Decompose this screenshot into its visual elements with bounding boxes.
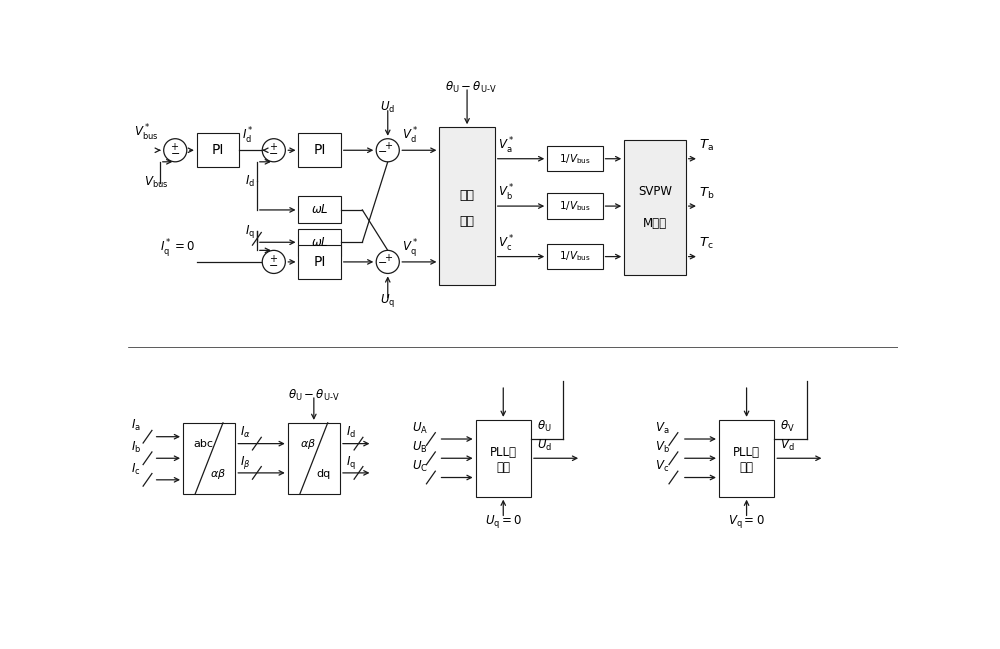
Text: $U_{\rm q}=0$: $U_{\rm q}=0$ [485, 513, 522, 530]
Text: $V_{\rm b}^*$: $V_{\rm b}^*$ [498, 183, 514, 203]
Text: $\omega L$: $\omega L$ [311, 203, 328, 216]
Circle shape [262, 251, 285, 273]
Text: $V_{\rm bus}^*$: $V_{\rm bus}^*$ [134, 123, 158, 143]
Text: $\theta_{\rm U}-\theta_{\rm U\text{-}V}$: $\theta_{\rm U}-\theta_{\rm U\text{-}V}$ [288, 387, 340, 402]
Text: $V_{\rm q}=0$: $V_{\rm q}=0$ [728, 513, 765, 530]
Text: +: + [269, 142, 277, 152]
Text: +: + [384, 253, 392, 263]
Text: $I_{\rm q}$: $I_{\rm q}$ [245, 223, 255, 239]
Text: $V_{\rm a}$: $V_{\rm a}$ [655, 421, 669, 435]
Text: −: − [378, 258, 387, 269]
Text: $T_{\rm c}$: $T_{\rm c}$ [699, 236, 713, 251]
Text: $V_{\rm b}$: $V_{\rm b}$ [655, 440, 670, 455]
Text: $\omega L$: $\omega L$ [311, 236, 328, 249]
Text: $U_{\rm A}$: $U_{\rm A}$ [412, 421, 429, 435]
Text: $V_{\rm bus}$: $V_{\rm bus}$ [144, 175, 169, 190]
Text: $U_{\rm d}$: $U_{\rm d}$ [380, 101, 395, 116]
Bar [476, 420, 531, 496]
Text: abc: abc [193, 439, 213, 449]
Text: $I_{\beta}$: $I_{\beta}$ [240, 454, 250, 471]
Text: $V_{\rm c}^*$: $V_{\rm c}^*$ [498, 234, 514, 254]
Text: $V_{\rm c}$: $V_{\rm c}$ [655, 459, 669, 474]
Text: +: + [170, 142, 178, 152]
Text: −: − [171, 149, 180, 159]
Text: $V_{\rm d}$: $V_{\rm d}$ [780, 438, 795, 454]
Text: $\alpha\beta$: $\alpha\beta$ [300, 437, 316, 451]
Text: $I_{\rm b}$: $I_{\rm b}$ [131, 440, 141, 455]
Text: $1/V_{\rm bus}$: $1/V_{\rm bus}$ [559, 250, 591, 263]
Text: $I_{\rm d}$: $I_{\rm d}$ [346, 425, 356, 441]
Text: $1/V_{\rm bus}$: $1/V_{\rm bus}$ [559, 199, 591, 213]
Text: PI: PI [212, 143, 224, 157]
Circle shape [376, 251, 399, 273]
Text: M调制: M调制 [643, 217, 667, 230]
Text: −: − [269, 261, 278, 271]
Text: $U_{\rm B}$: $U_{\rm B}$ [412, 440, 428, 455]
Text: 相环: 相环 [740, 461, 754, 474]
Text: +: + [384, 141, 392, 151]
Bar [624, 140, 686, 275]
Bar [298, 245, 341, 279]
Text: $I_{\rm c}$: $I_{\rm c}$ [131, 461, 140, 476]
Text: $\alpha\beta$: $\alpha\beta$ [210, 467, 226, 481]
Bar [547, 193, 603, 219]
Text: 变换: 变换 [460, 215, 475, 228]
Text: $\theta_{\rm U}-\theta_{\rm U\text{-}V}$: $\theta_{\rm U}-\theta_{\rm U\text{-}V}$ [445, 80, 497, 95]
Text: $I_{\rm q}$: $I_{\rm q}$ [346, 454, 356, 471]
Text: $V_{\rm q}^*$: $V_{\rm q}^*$ [402, 237, 418, 259]
Bar [183, 423, 235, 494]
Circle shape [376, 139, 399, 162]
Text: $I_{\rm a}$: $I_{\rm a}$ [131, 419, 140, 434]
Text: $V_{\rm a}^*$: $V_{\rm a}^*$ [498, 136, 514, 156]
Text: PI: PI [313, 255, 326, 269]
Bar [439, 127, 495, 285]
Bar [719, 420, 774, 496]
Text: $\theta_{\rm U}$: $\theta_{\rm U}$ [537, 419, 552, 434]
Text: PLL锁: PLL锁 [733, 447, 760, 459]
Bar [298, 197, 341, 223]
Text: dq: dq [316, 469, 330, 479]
Text: $U_{\rm C}$: $U_{\rm C}$ [412, 459, 428, 474]
Bar [547, 146, 603, 171]
Text: $\theta_{\rm V}$: $\theta_{\rm V}$ [780, 419, 795, 434]
Text: +: + [269, 254, 277, 264]
Text: $T_{\rm b}$: $T_{\rm b}$ [699, 186, 714, 201]
Text: $U_{\rm q}$: $U_{\rm q}$ [380, 292, 395, 309]
Bar [197, 133, 239, 167]
Bar [298, 133, 341, 167]
Bar [288, 423, 340, 494]
Text: PI: PI [313, 143, 326, 157]
Circle shape [262, 139, 285, 162]
Text: $V_{\rm d}^*$: $V_{\rm d}^*$ [402, 127, 418, 147]
Text: 相环: 相环 [496, 461, 510, 474]
Circle shape [164, 139, 187, 162]
Text: $T_{\rm a}$: $T_{\rm a}$ [699, 138, 714, 153]
Bar [298, 229, 341, 256]
Text: −: − [269, 149, 278, 159]
Text: $I_{\rm q}^*=0$: $I_{\rm q}^*=0$ [160, 237, 195, 259]
Text: $U_{\rm d}$: $U_{\rm d}$ [537, 438, 552, 454]
Text: 坐标: 坐标 [460, 189, 475, 202]
Text: $1/V_{\rm bus}$: $1/V_{\rm bus}$ [559, 152, 591, 165]
Text: SVPW: SVPW [638, 185, 672, 198]
Bar [547, 244, 603, 269]
Text: $I_{\alpha}$: $I_{\alpha}$ [240, 425, 251, 441]
Text: $I_{\rm d}^*$: $I_{\rm d}^*$ [242, 127, 254, 147]
Text: PLL锁: PLL锁 [490, 447, 517, 459]
Text: −: − [378, 147, 387, 157]
Text: $I_{\rm d}$: $I_{\rm d}$ [245, 173, 255, 189]
